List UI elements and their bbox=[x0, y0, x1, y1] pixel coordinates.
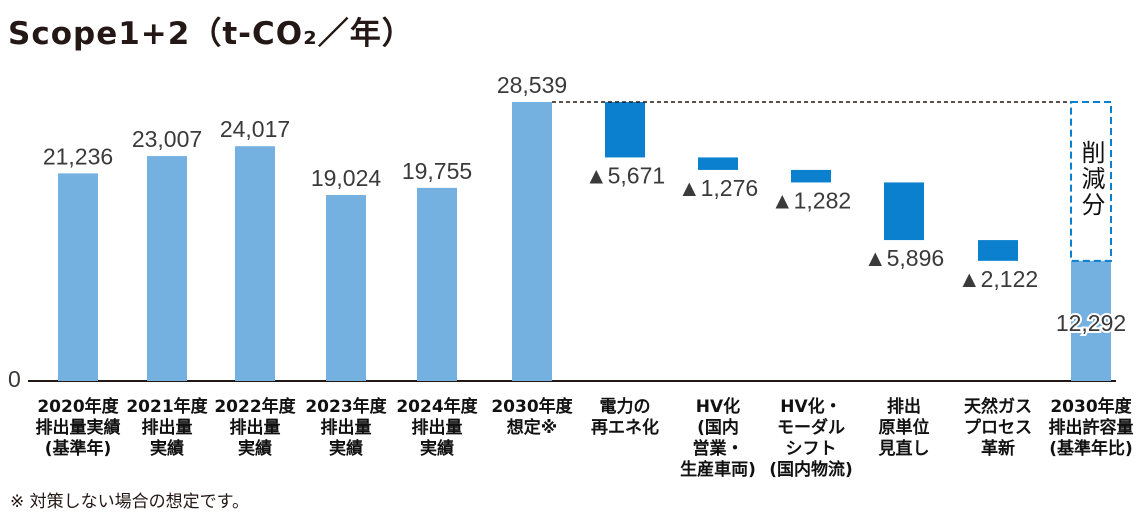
footnote: ※ 対策しない場合の想定です。 bbox=[10, 492, 249, 512]
category-label: プロセス bbox=[964, 417, 1032, 438]
category-label: 生産車両) bbox=[680, 459, 756, 480]
bar-final bbox=[1071, 260, 1111, 381]
category-label: 排出量 bbox=[230, 417, 281, 438]
category-label: 見直し bbox=[878, 438, 930, 459]
category-label: 排出量 bbox=[412, 417, 463, 438]
category-label: 2021年度 bbox=[126, 396, 208, 417]
category-label: (基準年比) bbox=[1049, 438, 1133, 459]
category-label: 排出量実績 bbox=[36, 417, 121, 438]
category-label: (国内物流) bbox=[769, 459, 853, 480]
data-label: 24,017 bbox=[220, 116, 290, 142]
bar-total bbox=[235, 146, 275, 381]
category-label: HV化 bbox=[696, 396, 740, 417]
bar-reduction bbox=[884, 182, 924, 241]
category-label: 想定※ bbox=[507, 417, 558, 438]
category-label: 実績 bbox=[420, 438, 454, 459]
data-label: 21,236 bbox=[43, 143, 113, 169]
data-label: ▲2,122 bbox=[958, 266, 1038, 292]
category-label: 原単位 bbox=[879, 417, 930, 438]
bar-total bbox=[512, 102, 552, 381]
category-label: 2020年度 bbox=[37, 396, 119, 417]
category-label: (基準年) bbox=[45, 438, 112, 459]
category-label: 2023年度 bbox=[305, 396, 387, 417]
category-label: 排出量 bbox=[321, 417, 372, 438]
category-label: 実績 bbox=[238, 438, 272, 459]
data-label: 19,755 bbox=[402, 158, 472, 184]
category-label: 2022年度 bbox=[214, 396, 296, 417]
category-label: 排出許容量 bbox=[1049, 417, 1134, 438]
category-label: HV化・ bbox=[780, 396, 841, 417]
category-label: 実績 bbox=[150, 438, 184, 459]
category-label: 排出 bbox=[887, 396, 921, 417]
category-label: 天然ガス bbox=[964, 396, 1032, 417]
reduction-box-label: 削減分 bbox=[1077, 140, 1105, 218]
category-label: (国内 bbox=[697, 417, 739, 438]
bar-reduction bbox=[698, 157, 738, 170]
category-label: 2030年度 bbox=[1050, 396, 1132, 417]
category-label: モーダル bbox=[777, 417, 845, 438]
data-label: 19,024 bbox=[311, 165, 382, 191]
data-label: 12,292 bbox=[1056, 310, 1126, 336]
bar-total bbox=[417, 187, 457, 381]
category-label: 営業・ bbox=[693, 438, 744, 459]
bar-reduction bbox=[791, 169, 831, 183]
chart-title: Scope1+2（t-CO₂／年） bbox=[8, 16, 414, 52]
y-tick-label: 0 bbox=[8, 366, 21, 392]
bar-reduction bbox=[978, 240, 1018, 261]
category-label: 電力の bbox=[600, 396, 651, 417]
category-label: 再エネ化 bbox=[591, 417, 659, 438]
category-label: 2030年度 bbox=[491, 396, 573, 417]
bar-reduction bbox=[605, 102, 645, 158]
bar-total bbox=[58, 173, 98, 381]
category-label: 排出量 bbox=[142, 417, 193, 438]
data-label: ▲5,671 bbox=[585, 162, 665, 188]
category-label: シフト bbox=[786, 439, 837, 459]
data-label: 23,007 bbox=[132, 126, 202, 152]
category-label: 実績 bbox=[329, 438, 363, 459]
data-label: 28,539 bbox=[497, 72, 567, 98]
category-label: 革新 bbox=[981, 438, 1015, 459]
data-label: ▲5,896 bbox=[864, 245, 944, 271]
bar-total bbox=[147, 156, 187, 381]
bar-total bbox=[326, 195, 366, 381]
data-label: ▲1,282 bbox=[771, 187, 851, 213]
data-label: ▲1,276 bbox=[678, 175, 758, 201]
category-label: 2024年度 bbox=[396, 396, 478, 417]
